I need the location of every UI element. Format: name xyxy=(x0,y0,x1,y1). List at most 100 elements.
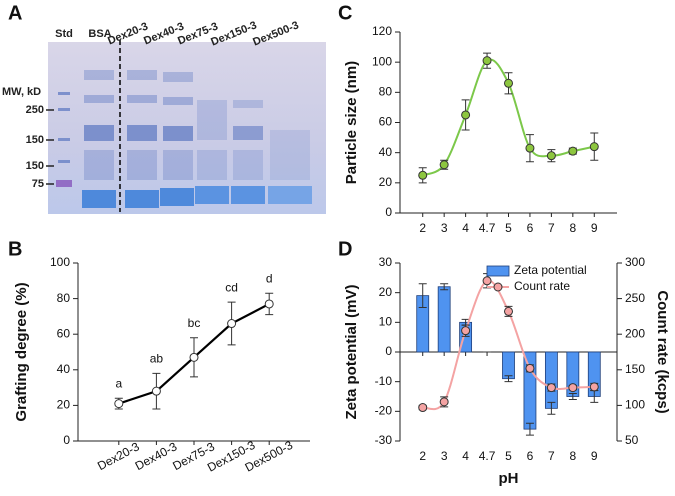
data-point xyxy=(418,170,428,180)
bar xyxy=(523,351,537,430)
x-tick-label: 9 xyxy=(591,449,598,463)
y-tick-label: 20 xyxy=(379,285,393,299)
data-point xyxy=(482,56,492,66)
data-point xyxy=(264,299,274,309)
data-point xyxy=(189,352,199,362)
panel-letter: C xyxy=(338,2,352,24)
x-tick-label: 8 xyxy=(569,221,576,235)
legend-swatch xyxy=(493,282,503,292)
mw-label: 150 xyxy=(26,160,44,172)
x-tick-label: 4.7 xyxy=(479,221,496,235)
error-bar xyxy=(547,401,556,415)
panel-letter: B xyxy=(8,238,22,260)
y-tick-label: 40 xyxy=(57,362,71,376)
gel-bands xyxy=(56,70,312,208)
x-axis-title: pH xyxy=(499,470,519,487)
x-tick-label: 7 xyxy=(548,449,555,463)
y-tick-label: 80 xyxy=(57,291,71,305)
y-tick-label: 100 xyxy=(50,255,70,269)
y-tick-label: 120 xyxy=(372,24,392,38)
x-tick-label: 2 xyxy=(419,449,426,463)
error-bar xyxy=(440,283,449,291)
x-tick-label: 3 xyxy=(441,449,448,463)
data-point xyxy=(546,151,556,161)
annotation: cd xyxy=(225,280,238,294)
y-tick-label: 100 xyxy=(372,54,392,68)
y-axis-title: Grafting degree (%) xyxy=(13,282,30,421)
y-tick-label: -10 xyxy=(375,374,393,388)
data-point xyxy=(589,382,599,392)
annotation: ab xyxy=(150,352,164,366)
y2-tick-label: 50 xyxy=(625,433,639,447)
legend-swatch xyxy=(486,265,510,277)
x-tick-label: 4 xyxy=(462,449,469,463)
data-point xyxy=(504,78,513,88)
y-axis-title: Zeta potential (mV) xyxy=(343,284,360,419)
x-tick-label: 8 xyxy=(569,449,576,463)
y-tick-label: 60 xyxy=(57,326,71,340)
y-tick-label: 20 xyxy=(57,398,71,412)
y-tick-label: 0 xyxy=(385,344,392,358)
y2-tick-label: 150 xyxy=(625,362,645,376)
data-point xyxy=(568,146,578,156)
data-point xyxy=(504,306,513,316)
y-tick-label: 20 xyxy=(379,175,393,189)
y2-tick-label: 250 xyxy=(625,291,645,305)
data-point xyxy=(114,399,124,409)
x-tick-label: 6 xyxy=(527,221,534,235)
y-tick-label: 40 xyxy=(379,145,393,159)
y-tick-label: -20 xyxy=(375,404,393,418)
data-point xyxy=(461,326,471,336)
data-point xyxy=(461,110,471,120)
x-tick-label: 5 xyxy=(505,449,512,463)
data-point xyxy=(525,143,535,153)
y-tick-label: 0 xyxy=(63,433,70,447)
lane-label: BSA xyxy=(88,28,111,40)
bar xyxy=(437,286,451,353)
data-point xyxy=(568,383,578,393)
x-tick-label: 5 xyxy=(505,221,512,235)
mw-label: 75 xyxy=(32,178,44,190)
annotation: d xyxy=(266,271,273,285)
panel-letter: A xyxy=(8,2,22,24)
data-point xyxy=(151,386,161,396)
data-point xyxy=(439,397,449,407)
bar xyxy=(502,351,515,380)
y-tick-label: 60 xyxy=(379,115,393,129)
x-tick-label: 9 xyxy=(591,221,598,235)
data-point xyxy=(439,160,449,170)
gel-image xyxy=(48,40,326,214)
bar xyxy=(544,351,558,409)
x-tick-label: 4.7 xyxy=(479,449,496,463)
error-bar xyxy=(525,422,534,436)
legend-label: Zeta potential xyxy=(514,263,587,277)
annotation: bc xyxy=(188,316,201,330)
mw-label: 150 xyxy=(26,134,44,146)
data-point xyxy=(546,383,556,393)
y2-axis-title: Count rate (kcps) xyxy=(654,290,671,413)
error-bar xyxy=(418,283,427,308)
y-tick-label: 10 xyxy=(379,315,393,329)
data-point xyxy=(227,319,237,329)
x-tick-label: 2 xyxy=(419,221,426,235)
error-bar xyxy=(568,393,577,400)
lane-label: Std xyxy=(55,28,73,40)
y2-tick-label: 300 xyxy=(625,255,645,269)
x-tick-label: 6 xyxy=(527,449,534,463)
y2-tick-label: 200 xyxy=(625,326,645,340)
legend-label: Count rate xyxy=(514,279,570,293)
data-point xyxy=(482,276,492,286)
y-axis-title: Particle size (nm) xyxy=(343,61,360,184)
x-tick-label: 4 xyxy=(462,221,469,235)
panel-letter: D xyxy=(338,238,352,260)
y-tick-label: 30 xyxy=(379,255,393,269)
data-point xyxy=(418,403,428,413)
y2-tick-label: 100 xyxy=(625,398,645,412)
x-tick-label: 7 xyxy=(548,221,555,235)
mw-title: MW, kD xyxy=(2,86,41,98)
error-bar xyxy=(504,375,513,383)
y-tick-label: -30 xyxy=(375,433,393,447)
x-tick-label: 3 xyxy=(441,221,448,235)
mw-label: 250 xyxy=(26,104,44,116)
